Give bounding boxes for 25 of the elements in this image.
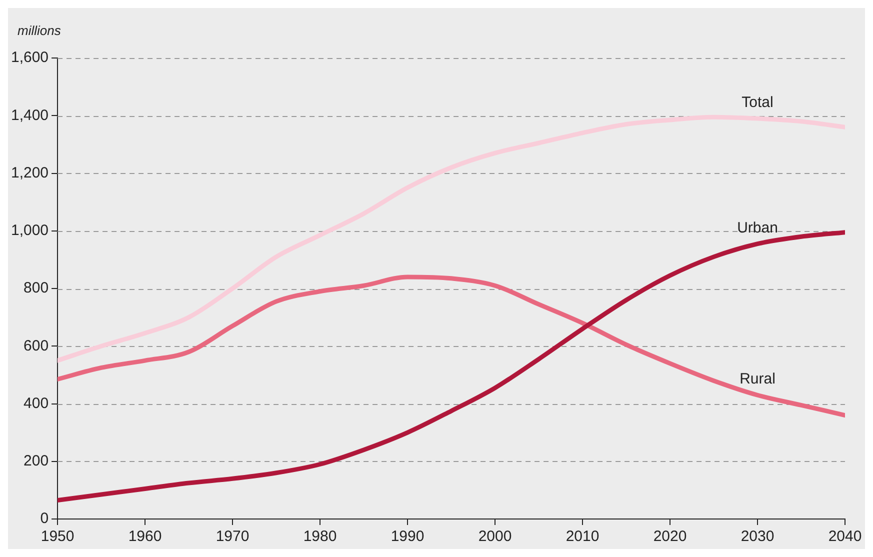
series-label: Urban	[737, 219, 778, 236]
y-tick-label: 600	[24, 337, 49, 354]
series-label: Total	[742, 94, 774, 112]
y-tick-label: 400	[24, 394, 49, 412]
x-tick-label: 1950	[40, 528, 74, 546]
y-tick-label: 200	[24, 452, 49, 470]
x-tick-label: 1960	[128, 528, 162, 546]
x-tick-label: 2010	[566, 528, 600, 546]
x-tick-label: 2040	[828, 528, 862, 546]
y-axis-title: millions	[18, 23, 62, 38]
y-tick-label: 1,000	[10, 222, 49, 240]
x-tick-label: 1990	[390, 528, 424, 546]
y-tick-label: 1,400	[10, 106, 49, 124]
y-tick-label: 0	[40, 510, 49, 528]
line-series	[58, 114, 845, 363]
x-tick-label: 1970	[216, 528, 250, 546]
x-tick-label: 2020	[653, 528, 687, 546]
y-tick-label: 1,600	[10, 49, 49, 66]
y-tick-label: 800	[24, 280, 49, 297]
x-tick-label: 2000	[478, 528, 512, 546]
x-tick-label: 1980	[303, 528, 337, 546]
line-series	[58, 274, 845, 418]
y-tick-label: 1,200	[10, 164, 49, 182]
x-tick-label: 2030	[740, 528, 774, 546]
series-label: Rural	[740, 370, 776, 388]
